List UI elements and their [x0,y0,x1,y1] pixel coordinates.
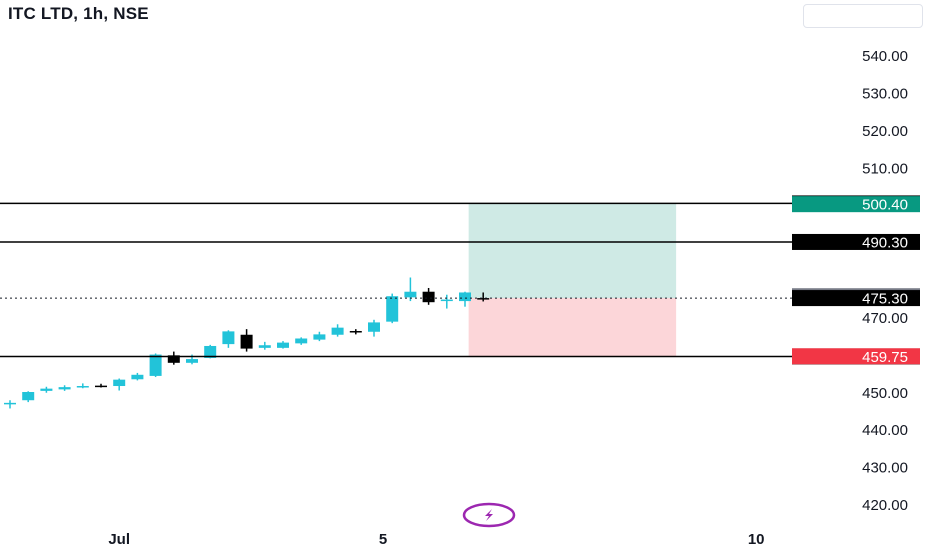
candle-body [4,402,16,405]
candle [113,378,126,391]
top-right-panel[interactable] [803,4,923,28]
candle [22,391,35,403]
candle [422,287,435,305]
candle [295,337,308,345]
price-tag: 475.30 [792,290,920,308]
candle [331,324,344,337]
candle [313,331,326,342]
price-tag: 500.40 [792,196,920,214]
price-tag: 490.30 [792,233,920,251]
candle [40,386,53,393]
candle [440,294,453,309]
y-tick-label: 470.00 [862,310,908,327]
y-tick-label: 520.00 [862,123,908,140]
price-tag-bg [792,290,920,307]
candle-body [349,331,362,333]
price-tag-bg [792,196,920,213]
y-tick-label: 440.00 [862,422,908,439]
loss-zone [468,298,677,357]
candle [368,319,380,337]
lightning-badge-icon [462,502,516,528]
candle [76,383,89,389]
candle-body [295,338,308,344]
candle-body [459,292,471,302]
candle [258,341,271,350]
candle [477,292,490,302]
candle-body [167,355,180,363]
candle [222,330,235,348]
candle-body [76,386,89,388]
candle-body [313,334,326,340]
profit-zone [468,203,677,299]
candle-body [404,291,417,298]
price-tag-label: 475.30 [862,291,908,308]
candle [386,293,399,324]
candle-body [149,354,162,376]
y-tick-label: 450.00 [862,385,908,402]
candle [149,353,162,378]
y-tick-label: 530.00 [862,85,908,102]
candle-body [204,345,217,358]
x-tick-label: Jul [108,531,130,548]
candle-body [422,291,435,303]
price-tag-bg [792,348,920,365]
candle [459,291,471,307]
candle-body [368,322,380,332]
y-tick-label: 430.00 [862,460,908,477]
candle-body [240,334,253,349]
y-tick-label: 540.00 [862,48,908,65]
candle-body [477,298,490,300]
candle-body [95,385,107,388]
candle [4,400,16,409]
x-tick-label: 10 [748,531,765,548]
y-tick-label: 420.00 [862,497,908,514]
candle [240,329,253,352]
candle-body [22,392,35,401]
price-tag-label: 490.30 [862,234,908,251]
candle [277,341,289,349]
candle [167,351,180,365]
candle-body [131,374,144,380]
candle-body [58,387,71,390]
price-tag-label: 459.75 [862,349,908,366]
candle [95,383,107,388]
candle-body [113,379,126,387]
price-tag-label: 500.40 [862,197,908,214]
chart-title: ITC LTD, 1h, NSE [8,4,149,23]
candle [349,329,362,335]
candle [131,372,144,381]
price-tag-bg [792,233,920,250]
x-tick-label: 5 [379,531,387,548]
candle [58,385,71,391]
candle-body [331,327,344,335]
price-tag: 459.75 [792,348,920,366]
candle-body [440,299,453,302]
candle-body [222,331,235,345]
candle [404,277,417,302]
candle-body [186,359,198,363]
candle-body [277,342,289,348]
candle-body [386,296,399,322]
y-tick-label: 510.00 [862,160,908,177]
candle-body [258,345,271,348]
candle-body [40,388,53,391]
